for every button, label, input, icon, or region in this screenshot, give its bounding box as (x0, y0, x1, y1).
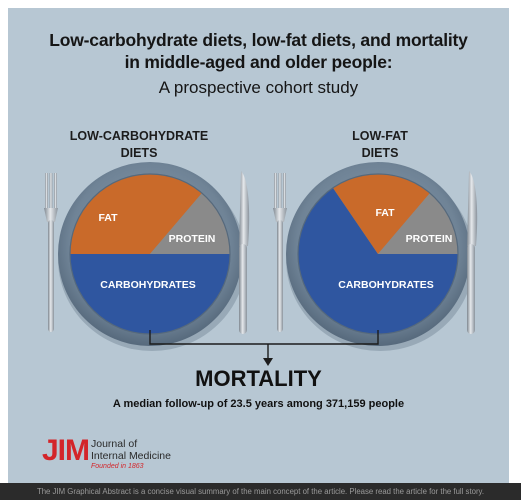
low-fat-fat-label: FAT (375, 207, 395, 219)
low-fat-heading: LOW-FAT DIETS (305, 128, 455, 162)
journal-founded: Founded in 1863 (91, 463, 144, 470)
low-carb-heading-line2: DIETS (120, 146, 158, 160)
connector-lines (149, 330, 379, 360)
low-fat-plate: FAT PROTEIN CARBOHYDRATES (273, 162, 478, 351)
low-fat-heading-line2: DIETS (361, 146, 399, 160)
fork-icon (273, 173, 287, 332)
title-line-1: Low-carbohydrate diets, low-fat diets, a… (49, 30, 468, 50)
low-fat-fat-segment (333, 173, 430, 254)
footer-note: The JIM Graphical Abstract is a concise … (0, 483, 521, 500)
graphical-abstract-panel: Low-carbohydrate diets, low-fat diets, a… (8, 8, 509, 483)
low-carb-fat-segment (69, 173, 202, 254)
low-carb-protein-segment (150, 193, 231, 254)
journal-name-line1: Journal of (91, 438, 138, 450)
low-fat-carbohydrates-label: CARBOHYDRATES (338, 279, 433, 291)
low-fat-protein-segment (378, 193, 459, 254)
arrow-down-icon (263, 358, 273, 366)
knife-icon (467, 171, 478, 334)
low-fat-heading-line1: LOW-FAT (352, 129, 408, 143)
title-line-2: in middle-aged and older people: (124, 52, 393, 72)
low-carb-carbohydrates-label: CARBOHYDRATES (100, 279, 195, 291)
journal-name: Journal of Internal Medicine Founded in … (91, 438, 171, 472)
low-fat-carbohydrates-segment (298, 188, 459, 335)
journal-name-line2: Internal Medicine (91, 450, 171, 462)
low-carb-plate: FAT PROTEIN CARBOHYDRATES (44, 162, 250, 351)
low-fat-protein-label: PROTEIN (406, 233, 453, 245)
low-carb-carbohydrates-segment (70, 254, 230, 334)
low-carb-fat-label: FAT (98, 212, 118, 224)
outcome-title: MORTALITY (195, 366, 322, 391)
knife-icon (239, 171, 250, 334)
journal-logo: JIM (42, 434, 90, 467)
subtitle: A prospective cohort study (158, 78, 359, 97)
low-carb-heading: LOW-CARBOHYDRATE DIETS (44, 128, 234, 162)
low-carb-protein-label: PROTEIN (169, 233, 216, 245)
low-carb-heading-line1: LOW-CARBOHYDRATE (69, 129, 209, 143)
followup-text: A median follow-up of 23.5 years among 3… (112, 398, 405, 410)
fork-icon (44, 173, 58, 332)
plates-illustration: FAT PROTEIN CARBOHYDRATES (44, 162, 478, 366)
